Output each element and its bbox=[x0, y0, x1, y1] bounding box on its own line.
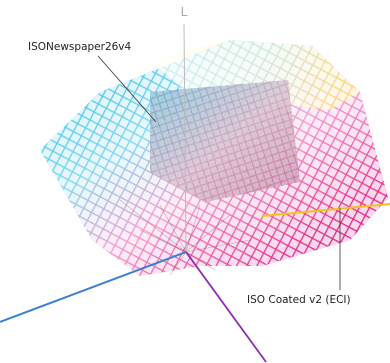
axis-label: L bbox=[181, 5, 188, 19]
outer-profile-label: ISO Coated v2 (ECI) bbox=[247, 294, 351, 306]
convergence-lines bbox=[119, 199, 251, 276]
inner-profile-label: ISONewspaper26v4 bbox=[28, 41, 132, 53]
inner-gamut bbox=[150, 80, 300, 202]
leader-line bbox=[97, 55, 157, 123]
a-axis bbox=[185, 251, 267, 363]
b-axis bbox=[0, 251, 187, 323]
l-axis bbox=[183, 23, 187, 253]
yellow-edge bbox=[261, 203, 390, 217]
